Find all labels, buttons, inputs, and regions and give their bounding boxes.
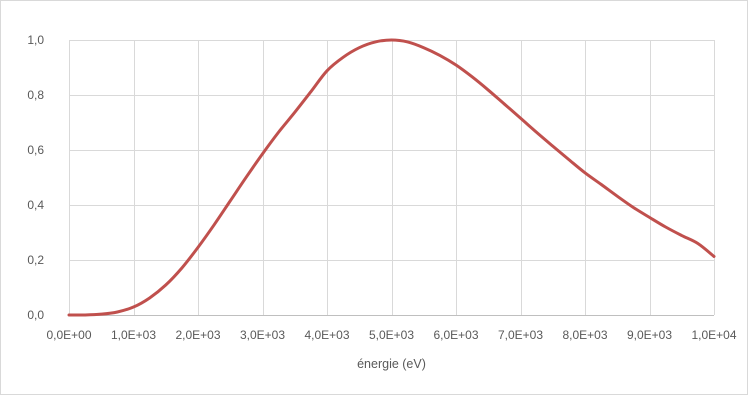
y-tick-label: 0,0 <box>27 308 44 322</box>
x-axis-title: énergie (eV) <box>357 357 426 371</box>
y-tick-label: 0,8 <box>27 88 44 102</box>
x-tick-label: 7,0E+03 <box>498 328 543 342</box>
x-tick-label: 5,0E+03 <box>369 328 414 342</box>
x-tick-label: 3,0E+03 <box>240 328 285 342</box>
x-tick-label: 2,0E+03 <box>175 328 220 342</box>
x-tick-label: 1,0E+03 <box>111 328 156 342</box>
series-line <box>67 38 716 317</box>
x-tick-label: 4,0E+03 <box>304 328 349 342</box>
x-tick-label: 0,0E+00 <box>46 328 91 342</box>
x-tick-label: 8,0E+03 <box>562 328 607 342</box>
grid <box>69 40 715 315</box>
y-tick-label: 0,6 <box>27 143 44 157</box>
x-tick-label: 9,0E+03 <box>627 328 672 342</box>
y-tick-label: 0,4 <box>27 198 44 212</box>
y-tick-label: 1,0 <box>27 33 44 47</box>
y-tick-labels: 0,0 0,2 0,4 0,6 0,8 1,0 <box>27 33 44 322</box>
x-tick-labels: 0,0E+00 1,0E+03 2,0E+03 3,0E+03 4,0E+03 5,0E+… <box>46 328 736 342</box>
series <box>67 38 716 317</box>
y-tick-label: 0,2 <box>27 253 44 267</box>
x-tick-label: 1,0E+04 <box>691 328 736 342</box>
x-tick-label: 6,0E+03 <box>433 328 478 342</box>
